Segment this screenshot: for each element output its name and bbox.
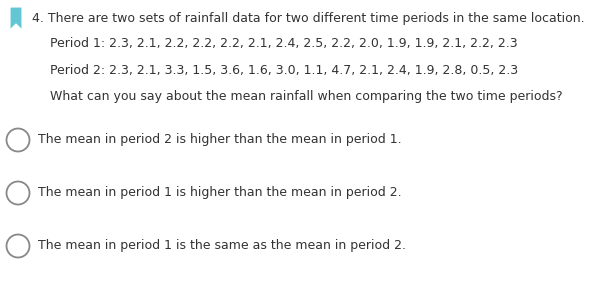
Text: The mean in period 2 is higher than the mean in period 1.: The mean in period 2 is higher than the … <box>38 133 402 146</box>
Text: Period 2: 2.3, 2.1, 3.3, 1.5, 3.6, 1.6, 3.0, 1.1, 4.7, 2.1, 2.4, 1.9, 2.8, 0.5, : Period 2: 2.3, 2.1, 3.3, 1.5, 3.6, 1.6, … <box>50 64 518 77</box>
Text: The mean in period 1 is the same as the mean in period 2.: The mean in period 1 is the same as the … <box>38 239 406 252</box>
Text: 4. There are two sets of rainfall data for two different time periods in the sam: 4. There are two sets of rainfall data f… <box>32 12 585 25</box>
Text: The mean in period 1 is higher than the mean in period 2.: The mean in period 1 is higher than the … <box>38 187 402 200</box>
Text: Period 1: 2.3, 2.1, 2.2, 2.2, 2.2, 2.1, 2.4, 2.5, 2.2, 2.0, 1.9, 1.9, 2.1, 2.2, : Period 1: 2.3, 2.1, 2.2, 2.2, 2.2, 2.1, … <box>50 37 517 50</box>
Text: What can you say about the mean rainfall when comparing the two time periods?: What can you say about the mean rainfall… <box>50 90 562 103</box>
Polygon shape <box>10 7 22 30</box>
